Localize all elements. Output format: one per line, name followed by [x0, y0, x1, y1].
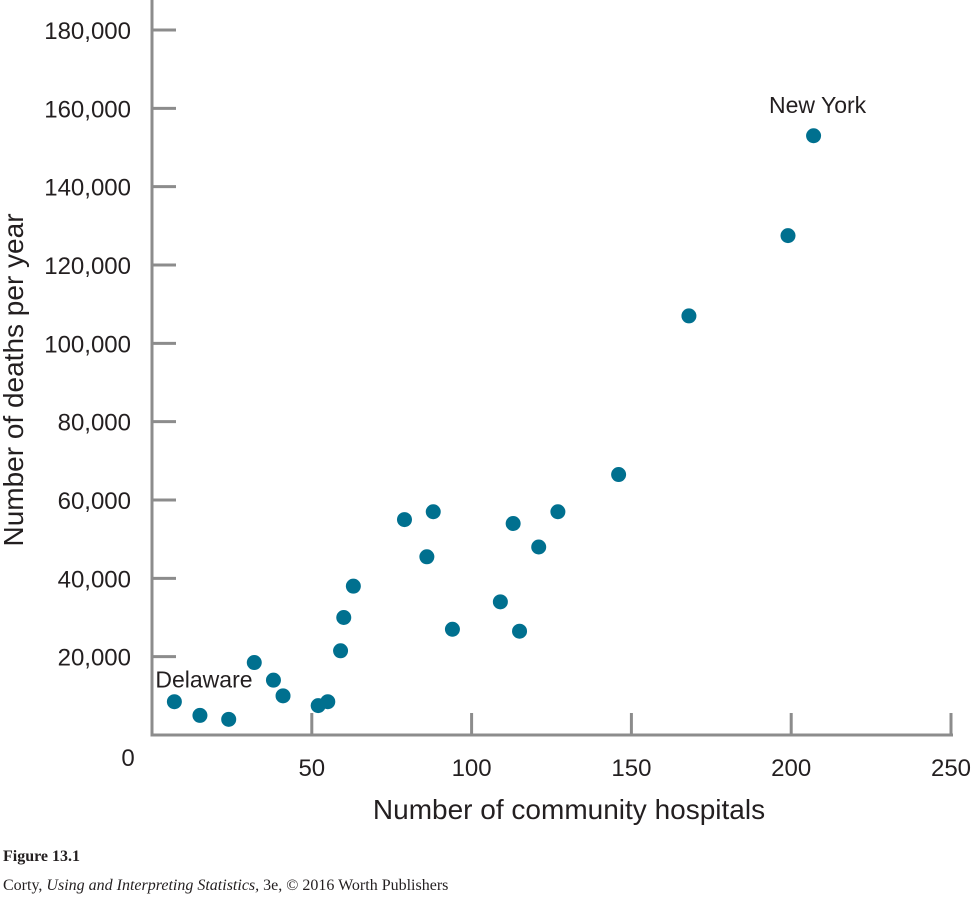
credit-suffix: 3e, © 2016 Worth Publishers	[259, 877, 449, 894]
data-point	[681, 308, 697, 324]
y-tick-label: 80,000	[58, 410, 131, 437]
data-point	[512, 623, 528, 639]
y-tick-label: 120,000	[44, 253, 131, 280]
y-tick-label: 140,000	[44, 175, 131, 202]
data-point	[806, 128, 822, 144]
credit-prefix: Corty,	[3, 877, 47, 894]
y-tick-label: 40,000	[58, 566, 131, 593]
y-tick-label: 160,000	[44, 96, 131, 123]
x-tick-label: 150	[611, 755, 651, 782]
data-point	[320, 694, 336, 710]
data-point	[246, 655, 262, 671]
y-tick-label: 180,000	[44, 18, 131, 45]
scatter-chart: 50 100 150 200 250 20,000 40,000 60,000 80,000 10…	[0, 0, 971, 825]
data-point	[166, 694, 182, 710]
data-point	[531, 539, 547, 555]
origin-label: 0	[121, 745, 134, 772]
x-tick-label: 50	[298, 755, 325, 782]
x-tick-label: 250	[931, 755, 971, 782]
data-point	[444, 621, 460, 637]
credit-book-title: Using and Interpreting Statistics,	[46, 877, 260, 894]
data-point	[419, 549, 435, 565]
data-points	[166, 128, 822, 727]
y-axis-title: Number of deaths per year	[0, 213, 29, 546]
data-point	[265, 672, 281, 688]
axes	[150, 0, 953, 737]
x-tick-label: 100	[452, 755, 492, 782]
data-point	[333, 643, 349, 659]
x-axis-title: Number of community hospitals	[373, 794, 765, 825]
data-point	[425, 504, 441, 520]
data-point	[275, 688, 291, 704]
data-point	[221, 711, 237, 727]
point-annotation: New York	[769, 92, 867, 118]
data-point	[492, 594, 508, 610]
data-point	[505, 516, 521, 531]
figure-label: Figure 13.1	[3, 848, 81, 865]
data-point	[780, 228, 796, 244]
y-tick-label: 20,000	[58, 645, 131, 672]
data-point	[396, 512, 412, 528]
data-point	[336, 610, 352, 625]
y-tick-label: 100,000	[44, 331, 131, 358]
x-tick-label: 200	[771, 755, 811, 782]
ticks: 50 100 150 200 250 20,000 40,000 60,000 80,000 10…	[44, 18, 971, 782]
data-point	[611, 467, 627, 483]
point-annotations: Delaware New York	[155, 92, 866, 693]
data-point	[192, 707, 208, 723]
point-annotation: Delaware	[155, 667, 252, 693]
y-tick-label: 60,000	[58, 488, 131, 515]
figure-credit: Corty, Using and Interpreting Statistics…	[3, 877, 448, 895]
data-point	[345, 578, 361, 594]
data-point	[550, 504, 566, 520]
